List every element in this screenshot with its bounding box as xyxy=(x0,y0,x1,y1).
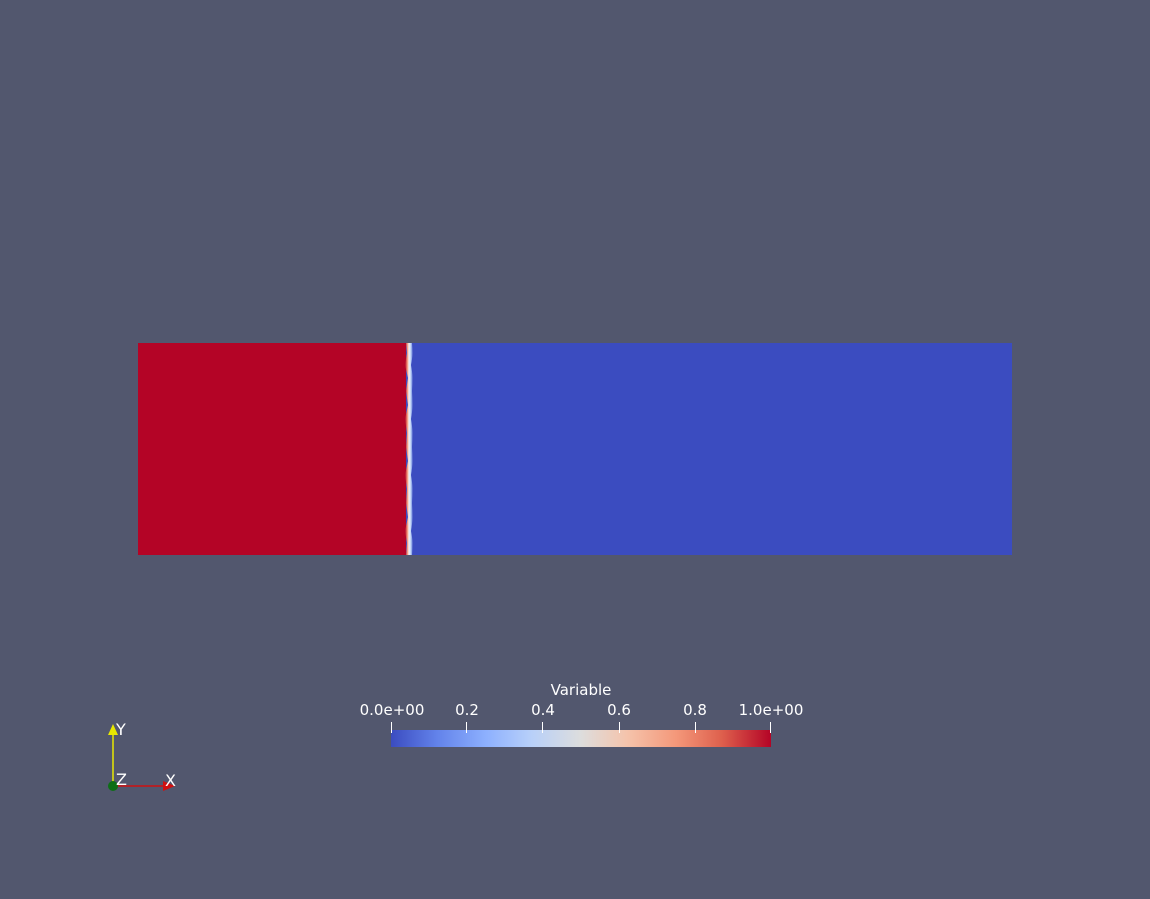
colorbar-tick-label: 0.2 xyxy=(455,701,479,719)
x-axis-label: X xyxy=(165,771,176,790)
simulation-domain xyxy=(138,343,1012,555)
axes-triad-icon xyxy=(108,724,175,791)
colorbar-title: Variable xyxy=(550,681,612,699)
colorbar-tick-label: 0.8 xyxy=(683,701,707,719)
colorbar xyxy=(391,730,771,747)
colorbar-tick-label: 0.6 xyxy=(607,701,631,719)
colorbar-tick xyxy=(619,722,620,733)
y-axis-label: Y xyxy=(116,720,126,739)
colorbar-tick xyxy=(542,722,543,733)
colorbar-tick-label: 0.4 xyxy=(531,701,555,719)
high-value-region xyxy=(138,343,406,555)
colorbar-tick-label: 1.0e+00 xyxy=(738,701,804,719)
colorbar-tick xyxy=(770,722,771,733)
colorbar-tick xyxy=(695,722,696,733)
colorbar-tick xyxy=(466,722,467,733)
colorbar-tick xyxy=(391,722,392,733)
colorbar-tick-label: 0.0e+00 xyxy=(359,701,425,719)
orientation-axes: Y Z X xyxy=(95,715,195,805)
z-axis-label: Z xyxy=(116,770,127,789)
interface-front xyxy=(405,343,413,555)
